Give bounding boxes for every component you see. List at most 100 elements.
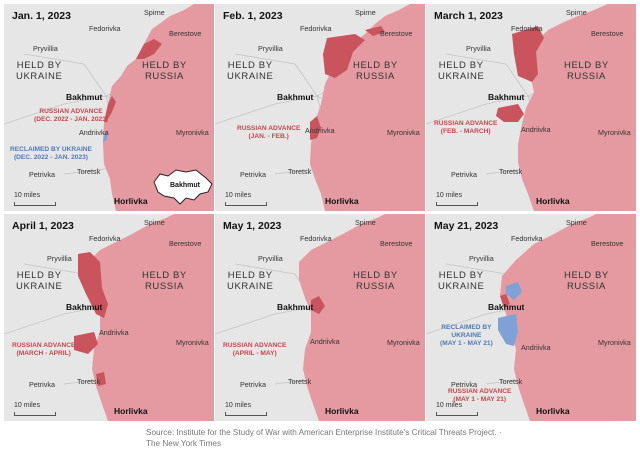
held-by-ukraine-label: HELD BY UKRAINE xyxy=(227,60,274,82)
map-may1 xyxy=(215,214,425,421)
city-label-myronivka: Myronivka xyxy=(387,338,420,347)
held-by-russia-label: HELD BY RUSSIA xyxy=(142,60,187,82)
city-label-bakhmut: Bakhmut xyxy=(488,302,525,312)
city-label-fedorivka: Fedorivka xyxy=(89,24,121,33)
city-label-berestove: Berestove xyxy=(169,29,202,38)
held-by-ukraine-label: HELD BY UKRAINE xyxy=(16,60,63,82)
russian-advance-area xyxy=(500,294,510,308)
city-label-fedorivka: Fedorivka xyxy=(511,24,543,33)
russian-advance-area xyxy=(311,296,325,314)
held-by-russia-label: HELD BY RUSSIA xyxy=(353,60,398,82)
panel-date: May 1, 2023 xyxy=(223,220,282,232)
panel-date: April 1, 2023 xyxy=(12,220,74,232)
city-label-fedorivka: Fedorivka xyxy=(89,234,121,243)
city-label-horlivka: Horlivka xyxy=(114,196,148,206)
city-label-toretsk: Toretsk xyxy=(288,167,312,176)
scale-bar xyxy=(225,412,267,416)
held-by-ukraine-label: HELD BY UKRAINE xyxy=(438,270,485,292)
russia-held-area xyxy=(103,4,214,211)
russian-advance-area xyxy=(310,116,321,140)
scale-bar xyxy=(14,202,56,206)
scale-bar xyxy=(225,202,267,206)
reclaimed-area xyxy=(506,282,522,300)
city-label-bakhmut: Bakhmut xyxy=(277,302,314,312)
russia-held-area xyxy=(310,4,425,211)
scale-label: 10 miles xyxy=(225,402,252,409)
panel-date: March 1, 2023 xyxy=(434,10,503,22)
russian-advance-label: RUSSIAN ADVANCE (APRIL - MAY) xyxy=(223,342,287,357)
ukraine-inset-map: Bakhmut xyxy=(150,164,214,210)
russian-advance-area xyxy=(96,372,106,386)
city-label-berestove: Berestove xyxy=(591,29,624,38)
map-march xyxy=(426,4,636,211)
russian-advance-area xyxy=(512,26,544,82)
reclaimed-area xyxy=(498,314,518,346)
scale-bar xyxy=(14,412,56,416)
map-may21 xyxy=(426,214,636,421)
russian-advance-area xyxy=(136,39,162,59)
city-label-toretsk: Toretsk xyxy=(288,377,312,386)
city-label-andriivka: Andriivka xyxy=(521,125,551,134)
held-by-russia-label: HELD BY RUSSIA xyxy=(564,270,609,292)
map-grid: Jan. 1, 2023 Spirne Fedorivka Berestove … xyxy=(4,4,636,421)
city-label-andriivka: Andriivka xyxy=(521,343,551,352)
city-label-berestove: Berestove xyxy=(380,239,413,248)
held-by-russia-label: HELD BY RUSSIA xyxy=(353,270,398,292)
city-label-andriivka: Andriivka xyxy=(79,128,109,137)
city-label-fedorivka: Fedorivka xyxy=(511,234,543,243)
map-april xyxy=(4,214,214,421)
map-panel-feb: Feb. 1, 2023 Spirne Fedorivka Berestove … xyxy=(215,4,425,211)
city-label-petrivka: Petrivka xyxy=(29,170,55,179)
city-label-fedorivka: Fedorivka xyxy=(300,234,332,243)
held-by-ukraine-label: HELD BY UKRAINE xyxy=(438,60,485,82)
city-label-fedorivka: Fedorivka xyxy=(300,24,332,33)
scale-label: 10 miles xyxy=(225,192,252,199)
scale-label: 10 miles xyxy=(14,192,41,199)
inset-label: Bakhmut xyxy=(170,182,200,189)
reclaimed-label: RECLAIMED BY UKRAINE (MAY 1 - MAY 21) xyxy=(440,324,493,347)
map-panel-march: March 1, 2023 Spirne Fedorivka Berestove… xyxy=(426,4,636,211)
city-label-pryvillia: Pryvillia xyxy=(469,254,494,263)
scale-label: 10 miles xyxy=(436,402,463,409)
city-label-pryvillia: Pryvillia xyxy=(258,254,283,263)
scale-bar xyxy=(436,412,478,416)
source-note: Source: Institute for the Study of War w… xyxy=(146,428,502,448)
russia-held-area xyxy=(299,214,425,421)
city-label-horlivka: Horlivka xyxy=(114,406,148,416)
city-label-myronivka: Myronivka xyxy=(176,128,209,137)
map-panel-may21: May 21, 2023 Spirne Fedorivka Berestove … xyxy=(426,214,636,421)
city-label-myronivka: Myronivka xyxy=(176,338,209,347)
ukraine-outline xyxy=(153,169,213,205)
city-label-bakhmut: Bakhmut xyxy=(277,92,314,102)
panel-date: May 21, 2023 xyxy=(434,220,499,232)
russian-advance-area xyxy=(365,26,385,36)
city-label-myronivka: Myronivka xyxy=(387,128,420,137)
city-label-toretsk: Toretsk xyxy=(77,167,101,176)
russian-advance-label: RUSSIAN ADVANCE (DEC. 2022 - JAN. 2023) xyxy=(34,108,109,123)
city-label-myronivka: Myronivka xyxy=(598,128,631,137)
russian-advance-label: RUSSIAN ADVANCE (FEB. - MARCH) xyxy=(434,120,498,135)
city-label-myronivka: Myronivka xyxy=(598,338,631,347)
russian-advance-area xyxy=(496,104,524,122)
scale-bar xyxy=(436,202,478,206)
city-label-andriivka: Andriivka xyxy=(99,328,129,337)
russia-held-area xyxy=(500,214,636,421)
city-label-toretsk: Toretsk xyxy=(499,377,523,386)
map-panel-jan: Jan. 1, 2023 Spirne Fedorivka Berestove … xyxy=(4,4,214,211)
city-label-berestove: Berestove xyxy=(380,29,413,38)
city-label-berestove: Berestove xyxy=(169,239,202,248)
city-label-petrivka: Petrivka xyxy=(240,170,266,179)
city-label-horlivka: Horlivka xyxy=(325,406,359,416)
city-label-andriivka: Andriivka xyxy=(310,337,340,346)
city-label-horlivka: Horlivka xyxy=(536,196,570,206)
city-label-horlivka: Horlivka xyxy=(325,196,359,206)
city-label-petrivka: Petrivka xyxy=(240,380,266,389)
city-label-andriivka: Andriivka xyxy=(305,126,335,135)
russian-advance-label: RUSSIAN ADVANCE (MAY 1 - MAY 21) xyxy=(448,388,512,403)
map-panel-april: April 1, 2023 Spirne Fedorivka Berestove… xyxy=(4,214,214,421)
reclaimed-label: RECLAIMED BY UKRAINE (DEC. 2022 - JAN. 20… xyxy=(10,146,92,161)
city-label-bakhmut: Bakhmut xyxy=(488,92,525,102)
city-label-spirne: Spirne xyxy=(144,218,165,227)
city-label-spirne: Spirne xyxy=(566,8,587,17)
russian-advance-area xyxy=(78,252,108,318)
